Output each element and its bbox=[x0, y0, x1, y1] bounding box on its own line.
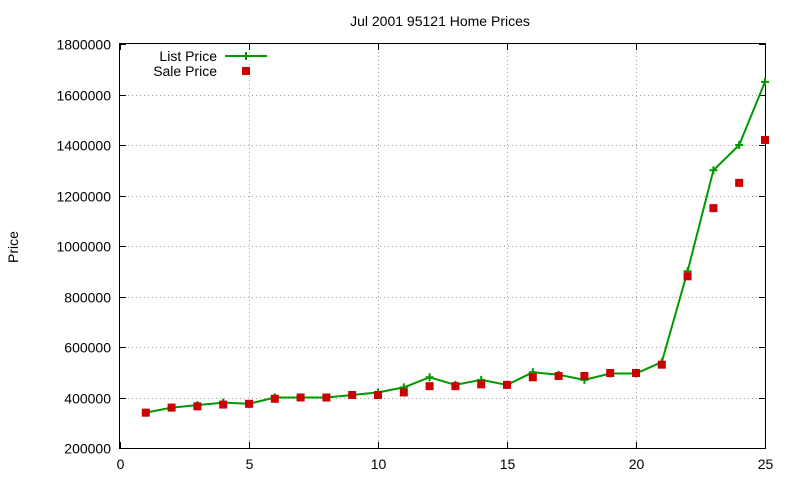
data-point bbox=[477, 380, 486, 389]
data-point bbox=[683, 272, 692, 281]
y-tick-label: 400000 bbox=[64, 391, 111, 407]
data-point bbox=[141, 408, 150, 417]
data-point bbox=[503, 380, 511, 389]
data-point bbox=[606, 369, 615, 378]
data-point bbox=[657, 360, 666, 369]
data-point bbox=[709, 204, 718, 213]
series-line bbox=[145, 81, 766, 414]
x-tick-label: 15 bbox=[500, 456, 516, 472]
data-point bbox=[528, 373, 537, 382]
x-tick-label: 10 bbox=[371, 456, 387, 472]
data-point bbox=[761, 135, 769, 144]
y-tick-label: 1800000 bbox=[56, 37, 111, 53]
y-tick-label: 1600000 bbox=[56, 88, 111, 104]
y-axis-label: Price bbox=[5, 231, 21, 263]
x-tick-label: 5 bbox=[246, 456, 254, 472]
chart-title: Jul 2001 95121 Home Prices bbox=[350, 13, 530, 29]
x-axis-ticks: 0 5 10 15 20 25 bbox=[117, 44, 774, 472]
y-tick-label: 200000 bbox=[64, 441, 111, 457]
data-point bbox=[270, 394, 279, 403]
x-tick-label: 25 bbox=[758, 456, 774, 472]
data-point bbox=[374, 390, 382, 399]
data-point bbox=[580, 372, 589, 381]
data-point bbox=[709, 166, 718, 175]
data-point bbox=[399, 388, 408, 397]
series-1 bbox=[141, 135, 769, 417]
y-tick-label: 1200000 bbox=[56, 189, 111, 205]
y-tick-label: 600000 bbox=[64, 340, 111, 356]
y-tick-label: 1000000 bbox=[56, 239, 111, 255]
data-point bbox=[735, 141, 744, 149]
data-point bbox=[219, 400, 228, 409]
data-point bbox=[245, 399, 253, 408]
series-layer bbox=[141, 77, 769, 417]
legend-point-sample bbox=[242, 52, 250, 60]
y-axis-ticks: 200000 400000 600000 800000 1000000 1200000 14… bbox=[56, 37, 765, 457]
data-point bbox=[296, 393, 305, 402]
data-point bbox=[632, 369, 640, 378]
series-0 bbox=[141, 77, 769, 417]
grid-lines bbox=[120, 44, 765, 448]
y-tick-label: 1400000 bbox=[56, 138, 111, 154]
data-point bbox=[425, 382, 434, 391]
data-point bbox=[322, 393, 331, 402]
y-tick-label: 800000 bbox=[64, 290, 111, 306]
legend-point-sample bbox=[242, 67, 250, 75]
legend-label: Sale Price bbox=[153, 63, 217, 79]
data-point bbox=[193, 402, 202, 411]
x-tick-label: 20 bbox=[629, 456, 645, 472]
x-tick-label: 0 bbox=[117, 456, 125, 472]
data-point bbox=[451, 382, 460, 391]
data-point bbox=[761, 77, 769, 86]
data-point bbox=[348, 390, 357, 399]
legend-label: List Price bbox=[159, 48, 217, 64]
data-point bbox=[554, 372, 563, 381]
data-point bbox=[425, 373, 434, 382]
data-point bbox=[167, 403, 176, 412]
data-point bbox=[735, 178, 744, 187]
plot-frame bbox=[119, 43, 766, 449]
